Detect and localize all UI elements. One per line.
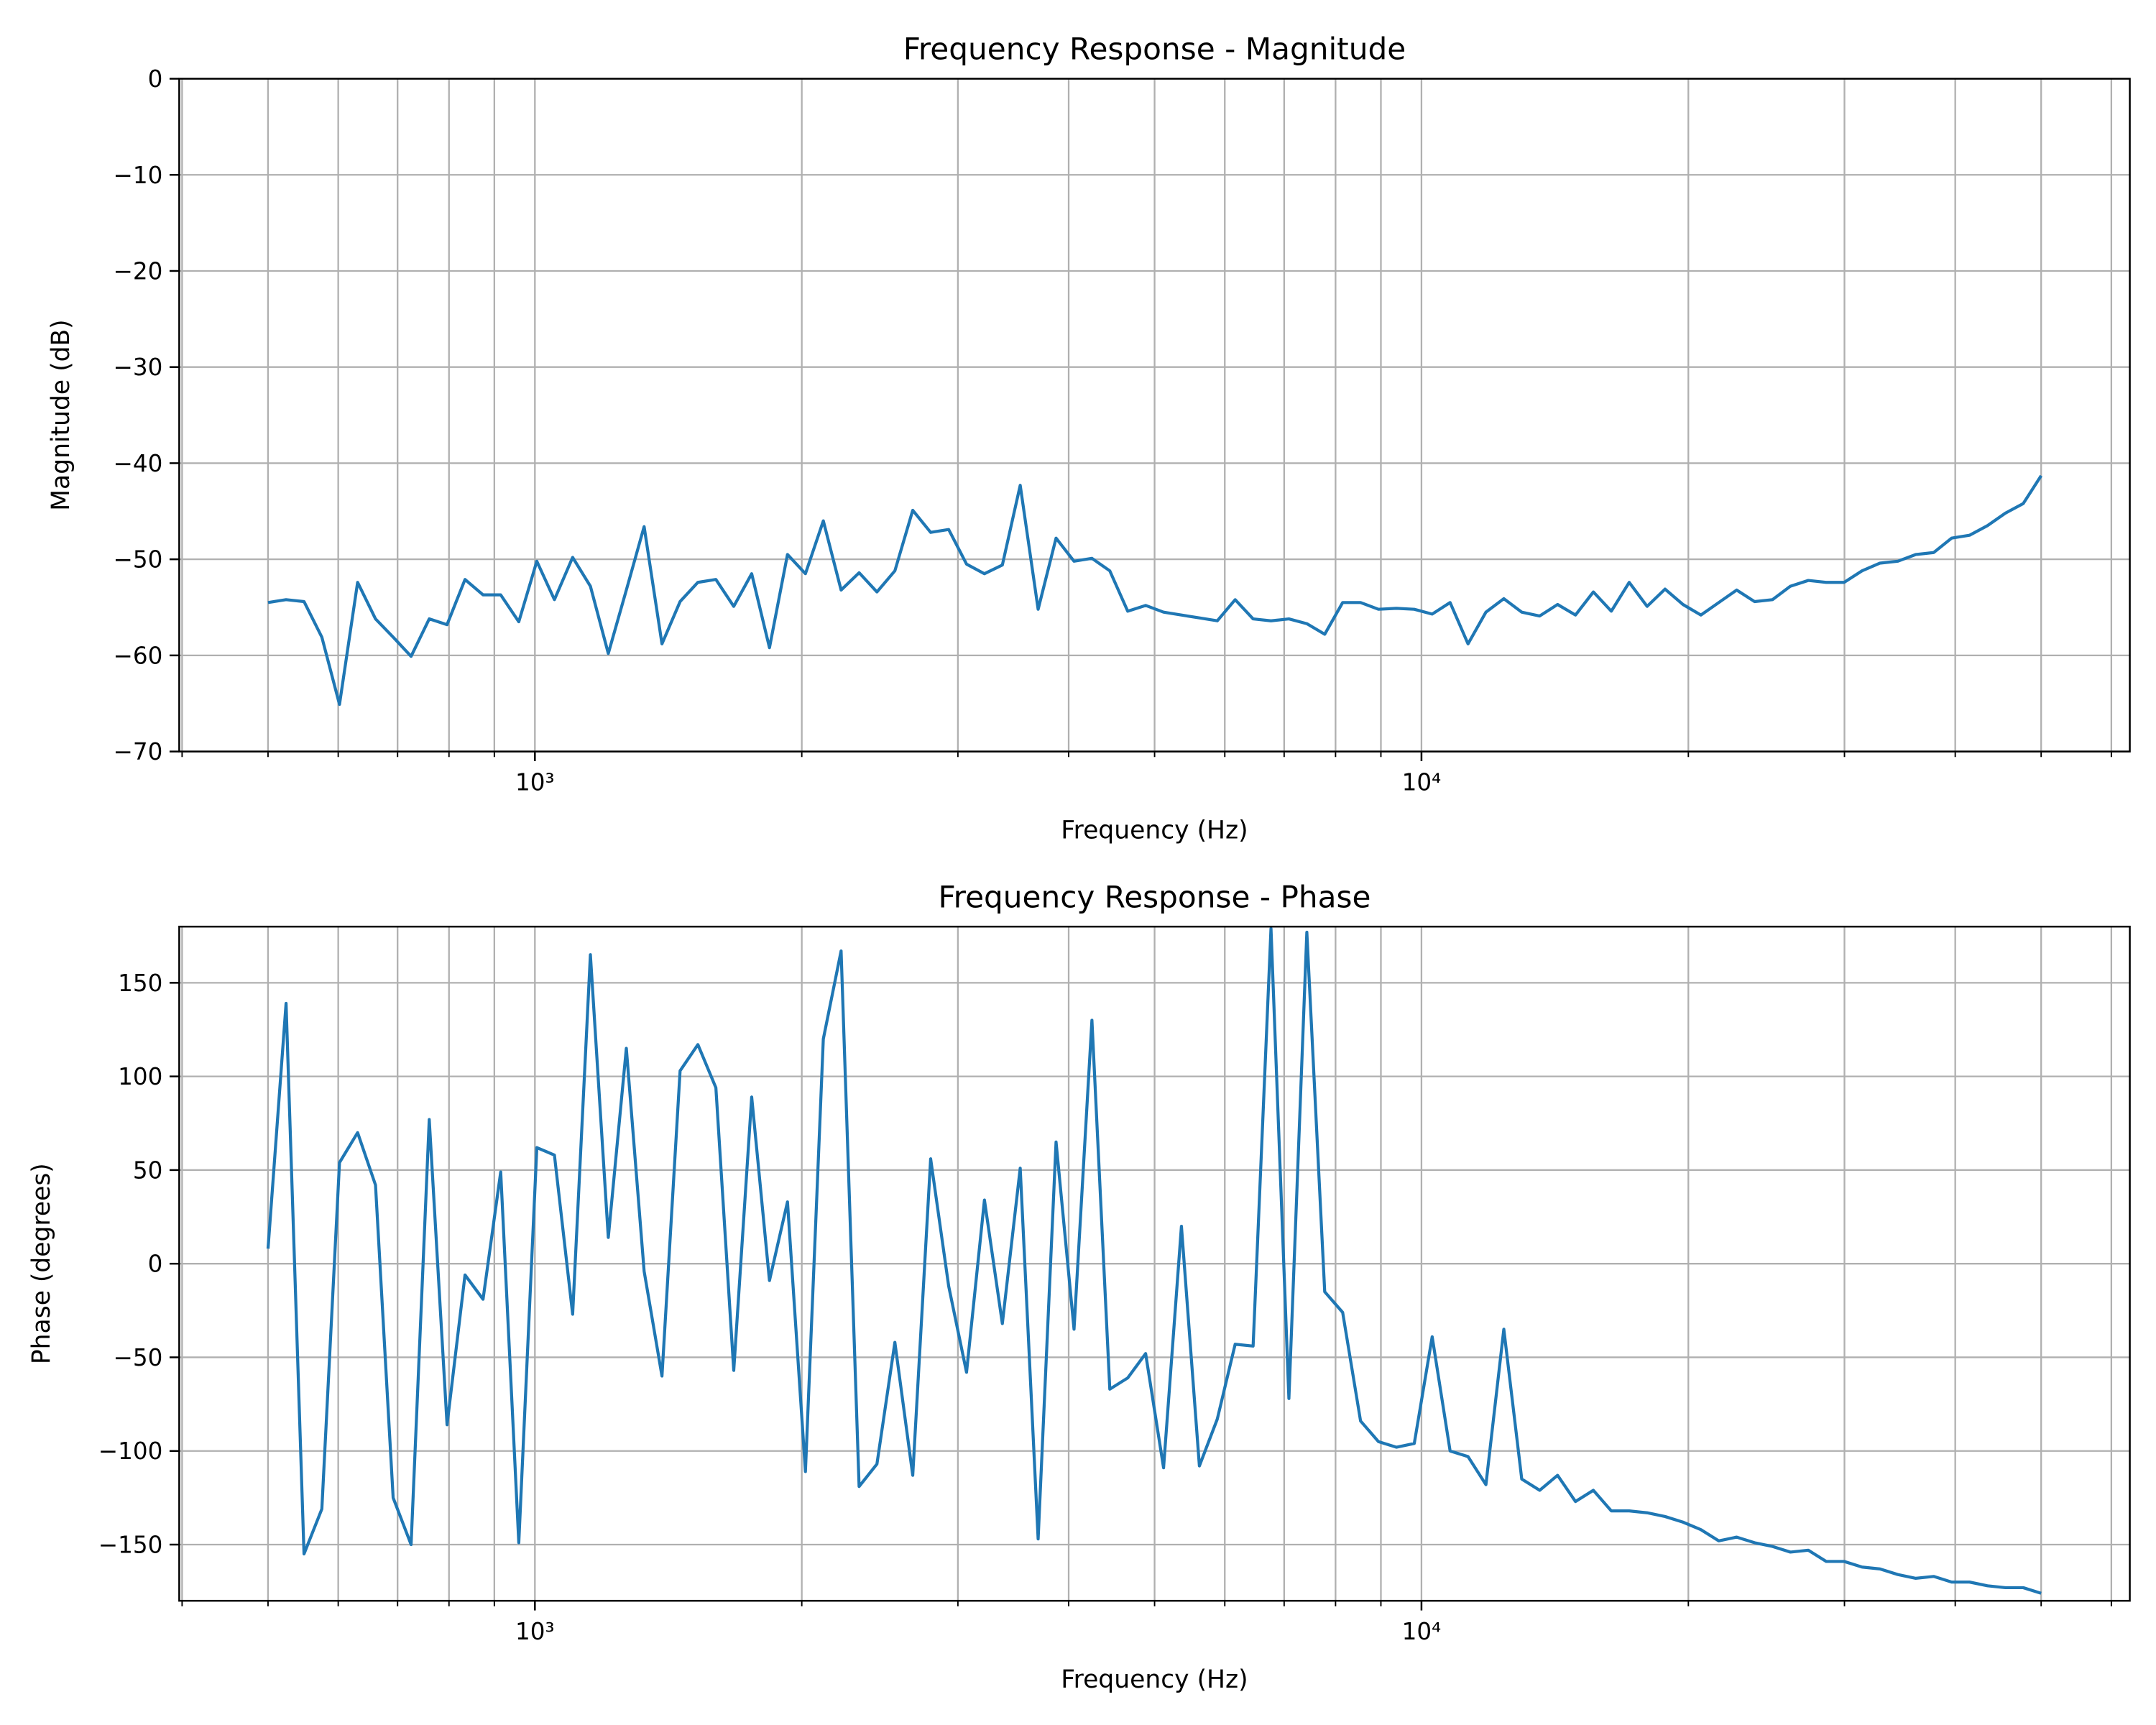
- y-tick-label: −10: [114, 162, 163, 189]
- x-tick-label: 10³: [515, 768, 555, 796]
- y-axis-label: Magnitude (dB): [47, 319, 75, 510]
- y-tick-label: 100: [118, 1063, 162, 1090]
- axes-frame: [178, 78, 2131, 753]
- y-tick-label: 0: [148, 65, 163, 93]
- y-tick-label: −60: [114, 642, 163, 669]
- data-line: [267, 474, 2042, 707]
- y-tick-label: 0: [148, 1251, 163, 1278]
- y-tick-label: −40: [114, 450, 163, 477]
- y-tick-label: 150: [118, 970, 162, 997]
- y-tick-label: −70: [114, 738, 163, 765]
- x-tick-label: 10⁴: [1402, 768, 1442, 796]
- y-tick-label: −50: [114, 546, 163, 574]
- x-tick-label: 10³: [515, 1618, 555, 1645]
- subplot: 10³ 10⁴ −150 −100 −50 0 50 100 150 Frequency Resp…: [27, 879, 2131, 1694]
- x-tick-label: 10⁴: [1402, 1618, 1442, 1645]
- y-tick-label: −100: [98, 1438, 163, 1465]
- y-tick-label: −50: [114, 1344, 163, 1371]
- x-axis-label: Frequency (Hz): [1061, 1665, 1248, 1694]
- data-line: [266, 926, 2042, 1595]
- axes-frame: [178, 925, 2131, 1602]
- y-tick-label: 50: [133, 1156, 162, 1184]
- y-axis-label: Phase (degrees): [27, 1163, 56, 1364]
- chart-title: Frequency Response - Magnitude: [903, 32, 1406, 67]
- y-tick-label: −150: [98, 1532, 163, 1559]
- chart-title: Frequency Response - Phase: [938, 879, 1370, 914]
- y-tick-label: −30: [114, 354, 163, 381]
- y-tick-label: −20: [114, 257, 163, 285]
- subplot: 10³ 10⁴ 0 −10 −20 −30 −40 −50 −60 −70 Frequency Re…: [47, 32, 2131, 845]
- x-axis-label: Frequency (Hz): [1061, 816, 1248, 845]
